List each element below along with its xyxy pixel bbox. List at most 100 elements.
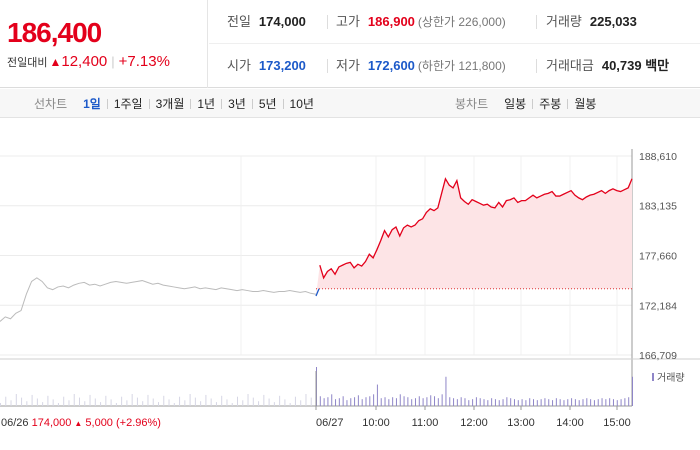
- volume-bar: [628, 397, 630, 406]
- volume-bar: [79, 397, 80, 406]
- tab-3m[interactable]: 3개월: [155, 97, 185, 111]
- volume-bar: [498, 400, 500, 406]
- x-tick-label: 10:00: [362, 417, 390, 429]
- quote-header: 186,400 전일대비 ▲12,400 | +7.13% 전일 174,000 고가 1…: [0, 0, 700, 88]
- x-tick-label: 12:00: [460, 417, 488, 429]
- volume-bar: [279, 395, 281, 406]
- volume-bar: [544, 398, 546, 406]
- amount-value: 40,739 백만: [601, 58, 670, 73]
- price-summary: 186,400 전일대비 ▲12,400 | +7.13%: [0, 0, 208, 88]
- tab-monthly[interactable]: 월봉: [574, 97, 597, 111]
- volume-legend-swatch: [652, 373, 654, 381]
- volume-cell: 거래량 225,033: [546, 0, 637, 44]
- tab-3y[interactable]: 3년: [228, 97, 246, 111]
- tab-1d[interactable]: 1일: [83, 97, 101, 111]
- low-label: 저가: [336, 58, 360, 73]
- volume-bar: [335, 399, 337, 406]
- volume-bar: [115, 403, 117, 406]
- volume-bar: [89, 394, 91, 406]
- volume-bar: [15, 394, 17, 406]
- tab-divider: [221, 98, 223, 109]
- amount-label: 거래대금: [546, 58, 594, 73]
- volume-bar: [513, 399, 515, 406]
- tab-weekly[interactable]: 주봉: [539, 97, 562, 111]
- quote-info-grid: 전일 174,000 고가 186,900 (상한가 226,000) 거래량 225,…: [209, 0, 700, 88]
- volume-bar: [327, 397, 329, 406]
- x-tick-label: 14:00: [556, 417, 584, 429]
- volume-bar: [210, 398, 212, 406]
- prev-day-line: [0, 277, 317, 322]
- volume-bar: [624, 398, 626, 406]
- volume-bar: [472, 399, 474, 406]
- volume-bar: [5, 396, 7, 406]
- volume-bar: [100, 402, 102, 406]
- y-tick-label: 183,135: [639, 201, 677, 213]
- volume-bar: [105, 395, 107, 406]
- volume-bar: [601, 398, 603, 406]
- tab-divider: [567, 98, 569, 109]
- volume-bar: [552, 400, 554, 406]
- volume-bar: [525, 400, 527, 406]
- volume-bar: [221, 395, 223, 406]
- divider: [327, 59, 328, 73]
- volume-bar: [273, 402, 275, 406]
- volume-bar: [483, 399, 485, 406]
- volume-bar: [31, 394, 33, 406]
- volume-bar: [517, 400, 519, 406]
- volume-bar: [479, 398, 481, 406]
- volume-label: 거래량: [546, 14, 582, 29]
- volume-bar: [10, 400, 12, 406]
- prev-close-label: 전일: [227, 14, 251, 29]
- prev-price: 174,000: [32, 417, 75, 429]
- y-tick-label: 177,660: [639, 250, 677, 262]
- volume-bar: [173, 403, 175, 406]
- amount-cell: 거래대금 40,739 백만: [546, 44, 669, 88]
- volume-bar: [305, 394, 307, 406]
- volume-bar: [136, 397, 138, 406]
- volume-bar: [110, 399, 112, 406]
- open-cell: 시가 173,200: [227, 44, 306, 88]
- volume-bar: [392, 397, 394, 406]
- today-down-segment: [315, 288, 320, 297]
- volume-bar: [540, 399, 542, 406]
- tab-5y[interactable]: 5년: [258, 97, 277, 111]
- volume-bar: [445, 376, 447, 406]
- volume-bar: [521, 399, 523, 406]
- low-value: 172,600: [367, 58, 415, 73]
- volume-bar: [258, 401, 260, 406]
- volume-legend-label: 거래량: [657, 372, 685, 384]
- tab-divider: [148, 98, 150, 109]
- volume-bar: [94, 398, 96, 406]
- tab-divider: [532, 98, 534, 109]
- prev-close-value: 174,000: [258, 14, 306, 29]
- lower-limit: (하한가 121,800): [417, 59, 506, 73]
- line-chart-label: 선차트: [34, 97, 68, 111]
- tab-1w[interactable]: 1주일: [113, 97, 143, 111]
- tab-10y[interactable]: 10년: [289, 97, 314, 111]
- tab-1y[interactable]: 1년: [197, 97, 216, 111]
- change-divider: |: [111, 54, 115, 69]
- line-chart-tabs: 선차트 1일 1주일 3개월 1년 3년 5년 10년: [34, 89, 320, 118]
- change-row: 전일대비 ▲12,400 | +7.13%: [7, 53, 170, 70]
- y-tick-label: 166,709: [639, 350, 677, 362]
- prev-change: 5,000 (+2.96%): [82, 417, 161, 429]
- volume-bar: [571, 398, 573, 406]
- tab-daily[interactable]: 일봉: [504, 97, 527, 111]
- volume-bar: [605, 399, 607, 406]
- volume-bar: [590, 399, 592, 406]
- volume-bar: [453, 398, 455, 406]
- volume-bar: [434, 396, 436, 406]
- volume-bar: [121, 396, 123, 406]
- volume-bar: [194, 397, 196, 406]
- volume-bar: [468, 400, 470, 406]
- volume-bar: [237, 396, 238, 406]
- divider: [536, 15, 537, 29]
- divider: [536, 59, 537, 73]
- intraday-chart: 188,610 183,135 177,660 172,184 166,709 거래량 …: [0, 119, 700, 450]
- volume-bar: [42, 402, 44, 406]
- today-price-line: [319, 177, 633, 280]
- volume-bar: [388, 399, 390, 406]
- volume-bar: [609, 398, 611, 406]
- volume-bar: [536, 400, 538, 406]
